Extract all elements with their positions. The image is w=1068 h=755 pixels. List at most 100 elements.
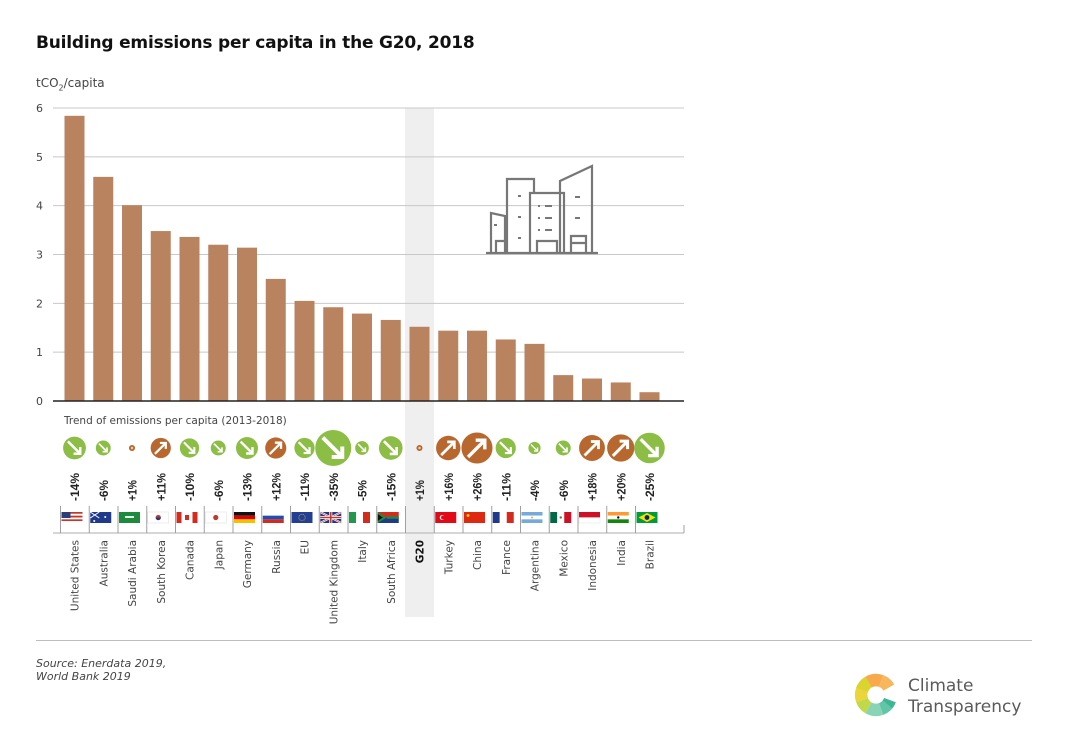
taeguk <box>155 517 161 521</box>
bar: Indonesia: 0.46 <box>582 378 602 401</box>
australia-flag <box>89 511 112 523</box>
globe <box>644 515 650 520</box>
x-tick-label: United States <box>70 540 82 611</box>
crescent <box>441 515 446 520</box>
south-africa-flag <box>377 512 399 523</box>
bar: G20: 1.52 <box>409 326 430 401</box>
argentina-flag <box>521 512 543 523</box>
x-tick-label: Germany <box>242 540 254 588</box>
trend-pct-label: -25% <box>643 473 657 501</box>
stripe <box>61 512 83 514</box>
stripe <box>349 512 356 523</box>
trend-down-arrow-icon <box>634 432 665 464</box>
trend-pct-label: -6% <box>557 480 571 501</box>
star <box>93 520 96 522</box>
x-tick-label: Argentina <box>530 540 542 591</box>
sun <box>213 514 219 521</box>
trend-pct-label: +1% <box>413 480 427 501</box>
trend-up-arrow-icon <box>128 444 136 452</box>
arrow-head <box>533 447 539 452</box>
italy-flag <box>349 512 370 523</box>
arrow-shaft <box>98 443 108 453</box>
source-note: Source: Enerdata 2019, World Bank 2019 <box>36 657 166 683</box>
arrow-head <box>303 447 311 455</box>
arrow-head <box>188 447 196 454</box>
arrow-head <box>590 440 600 450</box>
trend-up-arrow-icon <box>265 437 287 459</box>
climate-transparency-logo-text: Climate Transparency <box>908 676 1022 717</box>
trend-pct-label: +1% <box>126 480 140 501</box>
x-tick-label: EU <box>300 540 312 554</box>
stars <box>298 513 306 522</box>
y-axis-label: tCO2/capita <box>36 76 105 93</box>
trend-up-arrow-icon <box>579 435 605 461</box>
arrow-head <box>102 447 108 453</box>
turkey-flag <box>435 512 457 523</box>
bar: Japan: 3.2 <box>208 244 229 401</box>
arrow-shaft <box>383 440 398 455</box>
trend-down-arrow-icon <box>315 429 352 467</box>
footer-divider <box>36 640 1032 641</box>
trend-down-arrow-icon <box>294 437 315 459</box>
trend-pct-label: -13% <box>241 473 255 501</box>
band <box>377 517 399 523</box>
stripe <box>61 517 83 520</box>
trend-pct-label: +18% <box>586 473 600 501</box>
leaf <box>185 515 189 520</box>
field <box>435 512 457 523</box>
stripe <box>607 512 629 516</box>
trend-pct-label: +20% <box>614 473 628 501</box>
trend-pct-label: +16% <box>442 473 456 501</box>
trend-pct-label: +11% <box>154 473 168 501</box>
arrow-shaft <box>297 441 311 454</box>
source-line-2: World Bank 2019 <box>36 670 131 683</box>
emblem <box>559 516 562 519</box>
bar: Russia: 2.5 <box>265 278 286 401</box>
trend-pct-label: -11% <box>499 473 513 501</box>
stripe <box>61 519 83 522</box>
arrow-shaft <box>239 440 254 455</box>
field <box>464 512 485 523</box>
arrow-head <box>389 446 398 456</box>
stripe <box>234 519 255 523</box>
arrow-head <box>562 447 568 453</box>
trend-up-arrow-icon <box>461 432 493 464</box>
trend-up-arrow-icon <box>150 437 171 459</box>
x-tick-label: Saudi Arabia <box>127 540 139 607</box>
arrow-shaft <box>639 438 659 457</box>
field <box>291 512 313 523</box>
arrow-head <box>361 447 367 453</box>
y-tick-label: 6 <box>36 102 43 115</box>
chart-title: Building emissions per capita in the G20… <box>36 33 475 53</box>
x-tick-label: Italy <box>357 540 369 563</box>
arrow-shaft <box>268 441 282 455</box>
y-tick-label: 0 <box>36 395 43 408</box>
stripe <box>61 521 83 523</box>
stripe <box>521 512 543 516</box>
canton <box>61 512 71 518</box>
arrow-head <box>274 441 283 449</box>
trend-up-arrow-icon <box>436 435 461 461</box>
y-tick-label: 2 <box>36 297 43 310</box>
bar: United States: 5.84 <box>64 115 85 402</box>
france-flag <box>492 512 514 523</box>
sun <box>531 516 533 519</box>
chakra <box>617 516 620 519</box>
arrow-shaft <box>611 440 629 457</box>
bar: France: 1.26 <box>495 339 516 401</box>
x-tick-label: Russia <box>271 540 283 574</box>
band <box>579 512 600 518</box>
bar: Argentina: 1.17 <box>524 343 545 401</box>
bar: Mexico: 0.53 <box>553 375 574 401</box>
stripe <box>61 513 83 516</box>
trend-up-arrow-icon <box>416 444 423 452</box>
arrow-head <box>447 440 456 450</box>
russia-flag <box>262 512 284 523</box>
x-tick-label: South Korea <box>156 540 168 604</box>
bar: Canada: 3.36 <box>179 236 200 401</box>
bar: Turkey: 1.44 <box>438 330 459 401</box>
stripe <box>521 519 543 523</box>
arrow-head <box>331 446 345 460</box>
bar: Italy: 1.79 <box>352 313 372 401</box>
stripe <box>234 512 255 516</box>
